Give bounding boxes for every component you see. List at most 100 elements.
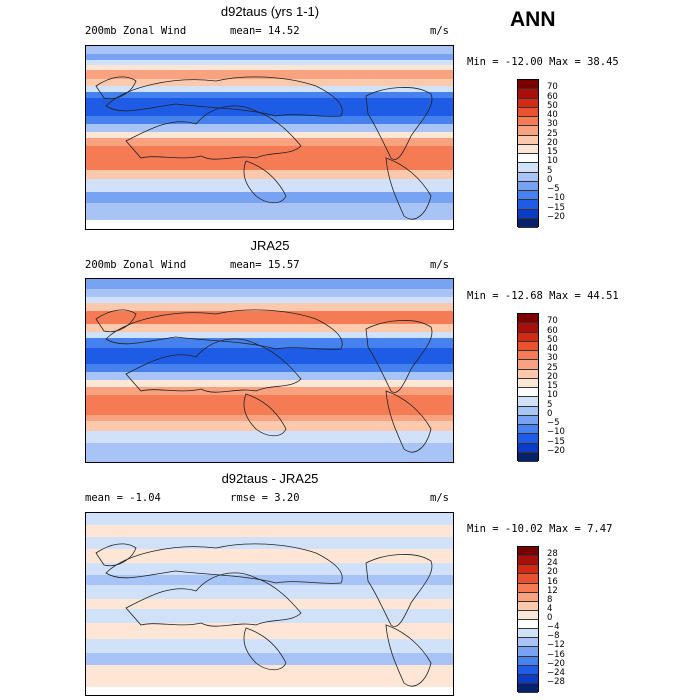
coastline-overlay [95,309,433,453]
contour-band [86,324,453,332]
contour-band [86,575,453,585]
coastline [95,309,137,333]
colorbar-tick-label: 5 [547,399,553,410]
colorbar-swatch [518,369,538,379]
colorbar-swatch [518,351,538,361]
contour-band [86,364,453,372]
panel-title: d92taus - JRA25 [221,471,319,486]
contour-band [86,179,453,192]
contour-band [86,653,453,665]
colorbar-tick-label: 25 [547,128,558,139]
colorbar-tick-label: −15 [547,202,565,213]
colorbar-tick-label: 0 [547,408,553,419]
colorbar-swatch [518,200,538,210]
colorbar-swatch [518,163,538,173]
colorbar-swatch [518,425,538,435]
contour-band [86,387,453,395]
colorbar-tick-label: −20 [547,658,565,669]
colorbar-swatch [518,172,538,182]
colorbar-tick-label: 60 [547,91,558,102]
colorbar-swatch [518,144,538,154]
contour-band [86,549,453,563]
colorbar-swatch [518,107,538,117]
colorbar-tick-label: 30 [547,119,558,130]
colorbar-swatch [518,592,538,602]
colorbar-tick-label: 15 [547,147,558,157]
colorbar-tick-label: −12 [547,640,565,651]
contour-band [86,332,453,338]
field-label: 200mb Zonal Wind [85,25,187,37]
colorbar-tick-label: 25 [547,362,558,373]
colorbar-swatch [518,98,538,108]
colorbar-swatch [518,415,538,425]
minmax-label: Min = -10.02 Max = 7.47 [467,523,613,535]
colorbar-swatch [518,565,538,575]
colorbar-swatch [518,135,538,145]
contour-band [86,60,453,65]
coastline [125,572,302,627]
contour-band [86,431,453,443]
colorbar-swatch [518,117,538,127]
colorbar-tick-label: 50 [547,100,558,111]
colorbar-tick-label: 0 [547,174,553,185]
colorbar [517,546,539,693]
coastline-overlay [95,76,433,220]
contour-band [86,415,453,421]
coastline [243,160,287,204]
map-panel-difference [85,512,454,696]
colorbar-swatch [518,191,538,201]
colorbar-swatch [518,388,538,398]
colorbar-tick-label: −10 [547,193,565,204]
contour-band [86,192,453,203]
coastline [105,309,343,350]
colorbar-swatch [518,656,538,666]
colorbar-tick-label: 24 [547,558,558,569]
mean-label: mean= 15.57 [230,259,300,271]
colorbar-tick-label: 16 [547,576,558,587]
contour-band [86,609,453,623]
colorbar-swatch [518,620,538,630]
contour-band [86,124,453,132]
map-panel-model [85,45,454,230]
contour-band [86,348,453,364]
panel-title: d92taus (yrs 1-1) [220,4,320,19]
contour-band [86,311,453,324]
contour-band [86,297,453,303]
contour-band [86,289,453,297]
colorbar-swatch [518,126,538,136]
units-label: m/s [430,492,449,504]
colorbar-tick-label: 12 [547,585,558,596]
colorbar-tick-label: 20 [547,371,558,382]
coastline [243,393,287,437]
minmax-label: Min = -12.68 Max = 44.51 [467,290,619,302]
colorbar-tick-label: −8 [547,631,560,642]
colorbar-swatch [518,378,538,388]
contour-band [86,421,453,431]
colorbar-tick-label: 40 [547,344,558,354]
colorbar-tick-label: 50 [547,334,558,345]
colorbar-swatch [518,647,538,657]
contour-band [86,665,453,687]
contour-band [86,623,453,639]
colorbar-swatch [518,583,538,593]
contour-band [86,279,453,289]
colorbar-swatch [518,638,538,648]
colorbar-swatch [518,341,538,351]
minmax-label: Min = -12.00 Max = 38.45 [467,56,619,68]
colorbar-swatch [518,452,538,462]
colorbar-swatch [518,218,538,228]
coastline [365,87,433,160]
colorbar-tick-label: 15 [547,381,558,391]
contour-band [86,138,453,146]
colorbar-swatch [518,323,538,333]
colorbar-swatch [518,181,538,191]
mean-label: mean= 14.52 [230,25,300,37]
colorbar-swatch [518,332,538,342]
colorbar-tick-label: 40 [547,110,558,120]
coastline [385,624,432,687]
contour-band [86,599,453,609]
colorbar-swatch [518,154,538,164]
coastline [105,543,343,584]
colorbar-swatch [518,629,538,639]
colorbar-tick-label: −16 [547,649,565,660]
